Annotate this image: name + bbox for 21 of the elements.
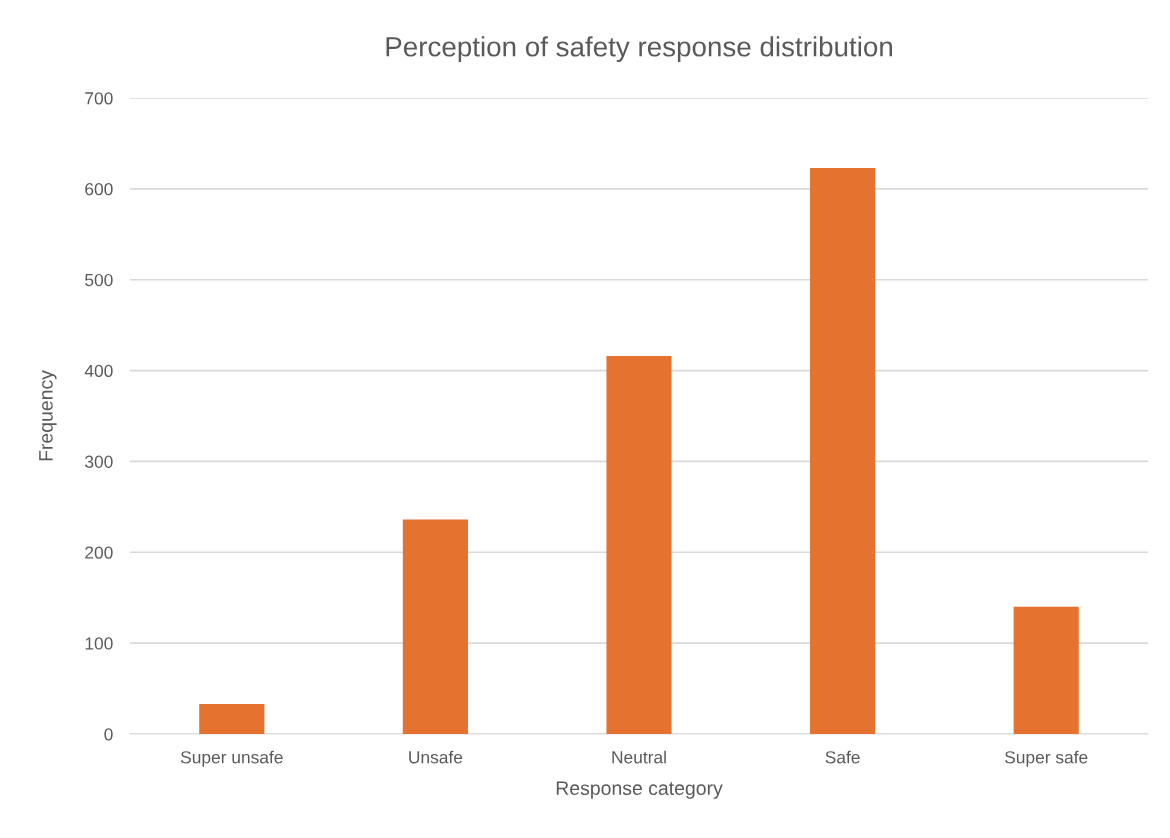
- bar: [1013, 606, 1079, 734]
- x-axis-title: Response category: [556, 781, 723, 799]
- x-tick-label: Neutral: [612, 750, 666, 764]
- x-tick-label: Safe: [825, 750, 860, 764]
- bar: [810, 167, 876, 734]
- y-tick-label: 300: [85, 455, 113, 468]
- y-tick-label: 600: [85, 183, 113, 196]
- bar: [402, 519, 468, 734]
- y-tick-label: 700: [85, 92, 113, 105]
- y-axis-title: Frequency: [39, 370, 57, 461]
- y-tick-label: 400: [84, 364, 113, 378]
- y-tick-label: 0: [104, 728, 113, 741]
- chart-title: Perception of safety response distribution: [386, 36, 892, 63]
- x-tick-label: Super safe: [1005, 750, 1088, 767]
- bar: [199, 704, 265, 734]
- bar: [606, 356, 672, 734]
- y-tick-label: 200: [85, 546, 113, 559]
- x-tick-label: Unsafe: [409, 750, 463, 764]
- x-tick-label: Super unsafe: [180, 750, 283, 767]
- y-tick-label: 500: [85, 273, 113, 287]
- y-tick-label: 100: [85, 637, 113, 650]
